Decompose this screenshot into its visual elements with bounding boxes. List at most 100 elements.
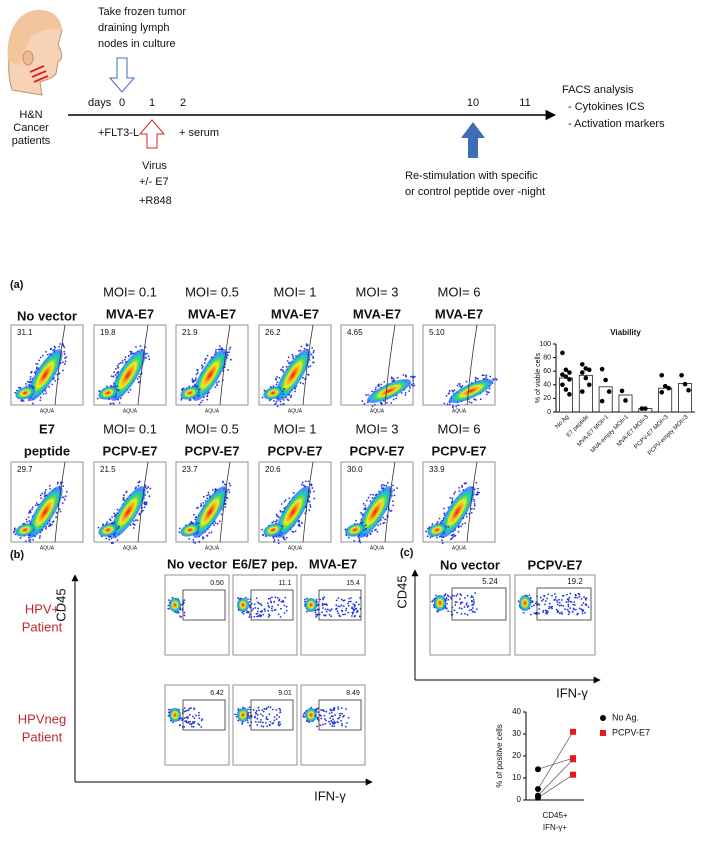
event-dot: [455, 601, 458, 604]
event-dot: [114, 374, 117, 376]
event-dot: [266, 602, 269, 605]
event-dot: [311, 487, 314, 489]
event-dot: [65, 490, 68, 493]
event-dot: [553, 599, 556, 602]
event-dot: [41, 354, 44, 357]
restim-label: Re-stimulation with specific: [405, 170, 538, 182]
gate-value: 9.01: [278, 690, 292, 697]
event-dot: [274, 402, 277, 405]
event-dot: [192, 381, 194, 384]
plot-frame: [300, 684, 366, 766]
event-dot: [181, 719, 183, 722]
event-dot: [292, 491, 295, 494]
event-dot: [328, 609, 331, 612]
event-dot: [185, 716, 188, 719]
event-dot: [63, 353, 66, 355]
event-dot: [278, 707, 281, 710]
culture-arrow: [108, 57, 136, 93]
event-dot: [566, 593, 568, 596]
event-dot: [567, 603, 570, 606]
data-point: [662, 383, 668, 389]
density: [263, 386, 283, 400]
event-dot: [447, 610, 450, 613]
event-dot: [585, 597, 588, 599]
event-dot: [46, 353, 49, 356]
event-dot: [365, 394, 367, 396]
event-dot: [335, 599, 338, 602]
event-dot: [224, 506, 227, 508]
event-dot: [458, 486, 460, 489]
event-dot: [539, 596, 542, 599]
legend-marker: [600, 715, 606, 721]
event-dot: [278, 716, 281, 718]
event-dot: [268, 399, 271, 402]
event-dot: [38, 359, 41, 362]
event-dot: [97, 526, 100, 529]
event-dot: [328, 712, 331, 715]
event-dot: [472, 596, 475, 599]
event-dot: [364, 524, 367, 527]
gate-value: 30.0: [347, 465, 363, 474]
event-dot: [113, 512, 116, 515]
event-dot: [393, 494, 396, 497]
event-dot: [325, 719, 327, 722]
y-tick-label: 0: [547, 409, 551, 416]
event-dot: [337, 597, 340, 600]
event-dot: [446, 403, 449, 406]
column-header: MOI= 0.5: [185, 284, 239, 299]
event-dot: [576, 596, 579, 599]
event-dot: [138, 512, 141, 515]
event-dot: [358, 539, 361, 541]
event-dot: [38, 537, 41, 539]
event-dot: [576, 613, 579, 616]
axis-label: AQUA: [40, 545, 55, 551]
column-header: MOI= 0.1: [103, 421, 157, 436]
event-dot: [474, 611, 476, 614]
event-dot: [548, 607, 550, 610]
event-dot: [278, 724, 281, 727]
event-dot: [313, 349, 315, 352]
density: [275, 349, 311, 401]
event-dot: [193, 717, 196, 720]
event-dot: [321, 604, 324, 607]
gate-value: 11.1: [278, 580, 291, 587]
event-dot: [325, 603, 328, 606]
gate: [137, 461, 149, 543]
event-dot: [305, 344, 308, 347]
event-dot: [470, 401, 473, 404]
event-dot: [470, 608, 473, 611]
event-dot: [445, 599, 448, 602]
event-dot: [344, 528, 347, 531]
event-dot: [323, 596, 326, 599]
event-dot: [110, 537, 113, 540]
event-dot: [567, 601, 570, 603]
event-dot: [329, 717, 332, 720]
event-dot: [282, 366, 284, 369]
event-dot: [113, 533, 116, 536]
data-point: [586, 367, 592, 373]
event-dot: [195, 373, 198, 376]
event-dot: [292, 355, 295, 358]
event-dot: [531, 600, 534, 603]
event-dot: [582, 602, 585, 604]
event-dot: [464, 522, 467, 525]
event-dot: [274, 596, 277, 599]
virus-label: +R848: [139, 195, 172, 207]
event-dot: [330, 715, 333, 718]
event-dot: [360, 511, 362, 514]
gate: [250, 699, 294, 731]
event-dot: [206, 354, 209, 357]
event-dot: [279, 400, 282, 403]
event-dot: [448, 403, 451, 406]
panel-label: (b): [10, 549, 24, 561]
event-dot: [538, 608, 541, 610]
event-dot: [270, 601, 273, 604]
data-point: [583, 366, 589, 371]
density: [192, 349, 228, 401]
event-dot: [350, 615, 353, 617]
event-dot: [252, 709, 255, 711]
event-dot: [333, 721, 336, 724]
event-dot: [267, 616, 270, 618]
event-dot: [331, 725, 334, 728]
event-dot: [144, 356, 147, 359]
